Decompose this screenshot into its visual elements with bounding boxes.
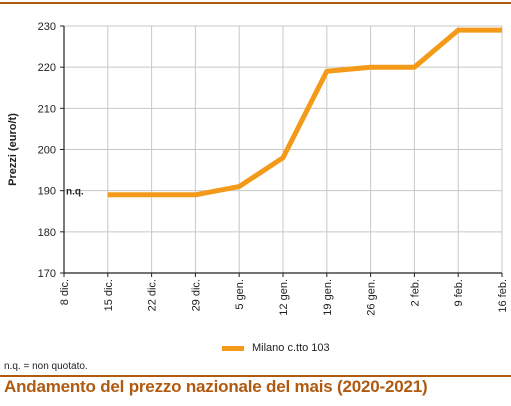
y-tick-label: 210 [38, 103, 56, 115]
annotation-nq: n.q. [66, 187, 84, 198]
tick-labels: 170 180 190 200 210 220 230 8 dic. 15 dic. 22 dic… [7, 21, 509, 316]
legend: Milano c.tto 103 [222, 340, 330, 356]
legend-swatch [222, 345, 244, 351]
x-tick-label: 5 gen. [234, 279, 246, 310]
x-tick-label: 19 gen. [322, 279, 334, 316]
axes [60, 25, 503, 277]
y-tick-label: 190 [38, 186, 56, 198]
x-tick-label: 15 dic. [103, 279, 115, 311]
y-tick-label: 230 [38, 21, 56, 33]
x-tick-label: 12 gen. [278, 279, 290, 316]
top-rule [0, 2, 511, 4]
footnote: n.q. = non quotato. [4, 361, 88, 372]
legend-label: Milano c.tto 103 [252, 342, 330, 354]
chart-caption: Andamento del prezzo nazionale del mais … [4, 377, 428, 396]
x-tick-label: 9 feb. [453, 279, 465, 307]
x-tick-label: 22 dic. [147, 279, 159, 311]
x-tick-label: 16 feb. [497, 279, 509, 313]
grid-lines [64, 25, 503, 273]
series-lines [107, 27, 502, 198]
x-tick-label: 26 gen. [366, 279, 378, 316]
bottom-rule [0, 375, 511, 377]
y-tick-label: 180 [38, 227, 56, 239]
y-tick-label: 200 [38, 145, 56, 157]
x-tick-label: 8 dic. [59, 279, 71, 305]
series-line-0 [107, 27, 502, 198]
x-tick-label: 29 dic. [190, 279, 202, 311]
line-chart: 170 180 190 200 210 220 230 8 dic. 15 dic. 22 dic… [7, 21, 509, 316]
y-tick-label: 170 [38, 268, 56, 280]
x-tick-label: 2 feb. [409, 279, 421, 307]
y-tick-label: 220 [38, 62, 56, 74]
y-axis-title: Prezzi (euro/t) [7, 113, 19, 186]
